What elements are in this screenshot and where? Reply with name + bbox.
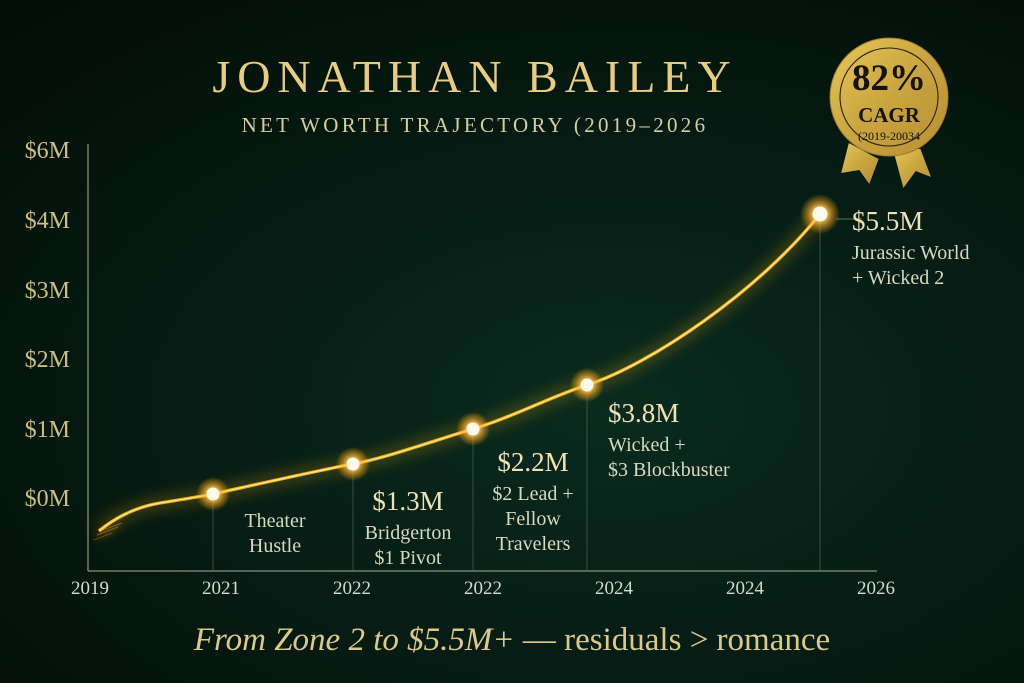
svg-text:(2019-20034: (2019-20034 [858,129,920,143]
svg-text:CAGR: CAGR [858,103,921,127]
svg-text:82%: 82% [852,58,926,99]
